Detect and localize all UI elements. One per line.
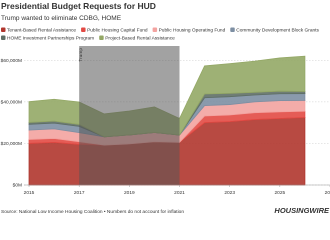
legend-item: Community Development Block Grants xyxy=(230,27,320,34)
legend-item: Public Housing Operating Fund xyxy=(152,27,226,34)
x-tick-label: 2015 xyxy=(24,190,35,196)
legend-label: Project-Based Rental Assistance xyxy=(105,36,175,42)
legend-swatch xyxy=(152,27,158,32)
legend-item: Public Housing Capital Fund xyxy=(81,27,148,34)
legend-item: HOME Investment Partnerships Program xyxy=(1,35,94,42)
shading-label: Trump xyxy=(78,48,84,62)
legend-label: Community Development Block Grants xyxy=(236,28,319,34)
legend-label: Tenant-Based Rental Assistance xyxy=(7,28,76,34)
legend-swatch xyxy=(1,27,6,32)
legend-swatch xyxy=(99,35,104,40)
logo: HOUSINGWIRE xyxy=(274,206,330,215)
plot-area: $0M $20,000M $40,000M $60,000M Trump 2015 2017… xyxy=(1,46,330,196)
source-note: Source: National Low Income Housing Coal… xyxy=(1,209,184,215)
legend-label: Public Housing Operating Fund xyxy=(159,28,226,34)
chart: Presidential Budget Requests for HUD Tru… xyxy=(1,1,330,215)
legend-swatch xyxy=(81,27,86,32)
y-tick-label: $0M xyxy=(13,183,22,189)
y-tick-label: $40,000M xyxy=(1,100,22,106)
legend: Tenant-Based Rental Assistance Public Hou… xyxy=(1,27,320,42)
chart-title: Presidential Budget Requests for HUD xyxy=(1,1,156,11)
x-tick-label: 2027 xyxy=(325,190,330,196)
x-tick-label: 2017 xyxy=(74,190,85,196)
x-tick-label: 2019 xyxy=(124,190,135,196)
legend-swatch xyxy=(230,27,235,32)
legend-item: Tenant-Based Rental Assistance xyxy=(1,27,76,34)
y-tick-label: $20,000M xyxy=(1,141,22,147)
y-tick-label: $60,000M xyxy=(1,58,22,64)
x-tick-label: 2023 xyxy=(224,190,235,196)
legend-label: Public Housing Capital Fund xyxy=(87,28,148,34)
shaded-period xyxy=(79,46,180,185)
legend-swatch xyxy=(1,35,6,40)
legend-item: Project-Based Rental Assistance xyxy=(99,35,175,42)
chart-subtitle: Trump wanted to eliminate CDBG, HOME xyxy=(1,15,122,22)
legend-label: HOME Investment Partnerships Program xyxy=(7,36,94,42)
x-tick-label: 2021 xyxy=(174,190,185,196)
x-tick-label: 2025 xyxy=(275,190,286,196)
